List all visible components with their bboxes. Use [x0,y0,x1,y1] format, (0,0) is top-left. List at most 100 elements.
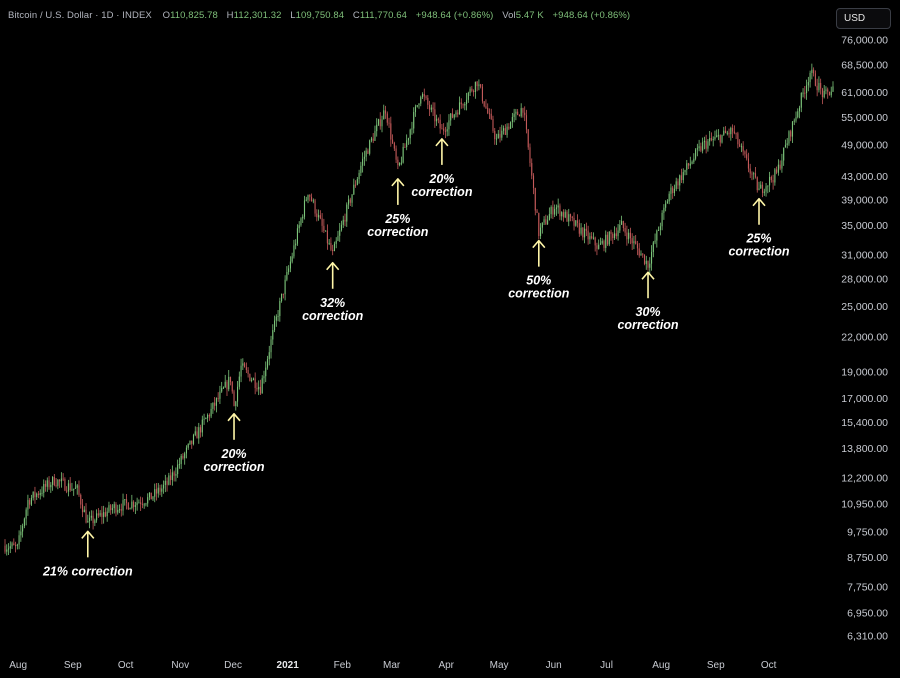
candle-body [307,194,309,200]
x-tick-label: Apr [438,660,454,671]
candle-body [504,128,506,135]
candle-body [723,130,725,135]
candle-body [99,513,101,516]
y-tick-label: 10,950.00 [841,498,888,510]
candle-body [254,378,256,388]
candle-body [360,165,362,173]
candle-body [168,475,170,485]
candle-body [578,223,580,234]
candle-body [591,236,593,239]
candle-body [724,130,727,134]
candle-body [765,186,767,192]
candle-body [411,128,413,130]
candle-body [536,210,538,213]
candle-body [828,91,831,96]
correction-arrow-head [227,412,241,422]
correction-label: correction [728,245,789,259]
candle-body [547,220,549,225]
candle-body [233,391,235,407]
candle-body [769,176,771,186]
candle-body [344,219,346,222]
candle-body [94,520,96,524]
candle-body [351,194,353,203]
candle-body [740,146,742,148]
candle-body [626,232,628,240]
candle-body [229,376,232,383]
candle-body [457,112,459,115]
candle-body [421,93,424,98]
candle-body [362,158,364,166]
candle-body [414,106,417,113]
candle-body [18,535,20,545]
candle-body [749,168,751,174]
candle-body [649,263,651,268]
candle-body [534,187,536,211]
candle-body [342,219,344,225]
candle-body [131,501,133,509]
candle-body [777,164,779,173]
candle-body [240,365,242,377]
candle-body [258,386,260,390]
candle-body [471,88,473,91]
candle-body [791,121,794,137]
candle-body [525,115,528,130]
candle-body [531,163,533,176]
high-label: H [226,10,234,21]
candle-body [150,492,152,500]
candle-body [231,382,233,392]
candle-body [443,128,445,131]
candle-body [485,106,487,108]
candle-body [332,249,334,252]
x-tick-label: 2021 [277,660,300,671]
candle-body [76,485,78,488]
candle-body [455,112,457,115]
candle-body [573,217,575,226]
candle-body [695,149,697,159]
candle-body [425,96,427,98]
candle-body [430,107,432,110]
candle-body [27,500,29,510]
volume-change-value: +948.64 (+0.86%) [552,10,631,21]
correction-label: correction [203,460,264,474]
price-axis[interactable]: 76,000.00 68,500.00 61,000.00 55,000.00 49,0… [841,35,888,643]
candle-body [22,526,24,532]
candle-body [349,199,351,203]
currency-button[interactable]: USD [836,8,891,29]
candle-body [409,129,411,139]
candle-body [513,113,515,117]
candle-body [319,215,321,219]
candle-body [783,147,785,161]
low-value: 109,750.84 [295,10,345,21]
candle-body [395,148,397,160]
candle-body [437,118,439,120]
candle-body [85,509,87,523]
candle-body [108,505,110,512]
candle-body [453,114,455,118]
candle-body [147,497,149,504]
y-tick-label: 55,000.00 [841,112,888,124]
candle-body [215,398,217,406]
candle-body [141,503,143,505]
y-tick-label: 68,500.00 [841,59,888,71]
candle-body [464,104,466,106]
candle-body [293,245,295,257]
candle-body [554,208,556,215]
candle-body [698,146,700,149]
candle-body [340,224,343,231]
candle-body [557,205,559,208]
candle-body [592,237,594,239]
time-axis[interactable]: Aug Sep Oct Nov Dec 2021 Feb Mar Apr May Jun Jul Aug… [9,660,776,671]
candle-body [776,169,778,173]
candle-body [155,489,158,494]
candle-body [6,549,8,552]
candle-body [333,243,335,252]
candle-body [538,212,540,237]
candle-body [11,543,13,547]
candle-body [555,207,557,209]
candle-body [693,158,695,162]
candle-body [622,221,624,229]
candle-body [506,126,508,135]
candle-body [30,497,32,505]
candle-body [207,414,209,419]
